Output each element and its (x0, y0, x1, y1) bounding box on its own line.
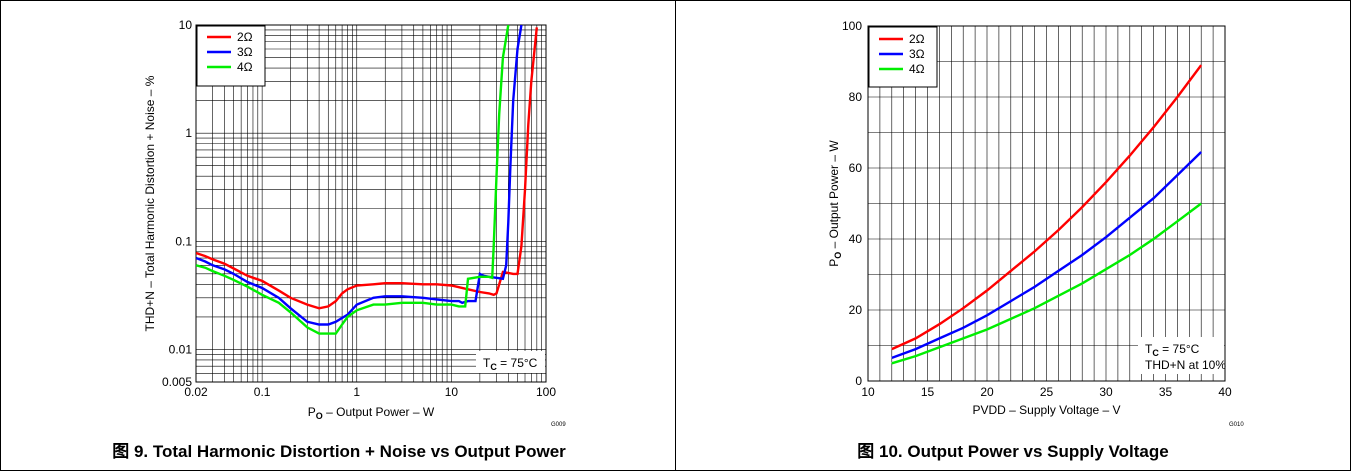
y-tick-label: 0.005 (162, 375, 192, 389)
series-line-0 (891, 64, 1203, 351)
thd-chart: 0.02 0.1 1 10 100 0.005 0.01 0.1 1 10 PO – Output … (143, 18, 566, 428)
x-tick-label: 100 (536, 385, 556, 399)
plot-border (195, 24, 547, 383)
y-tick-label: 100 (842, 19, 862, 33)
series-line-0 (196, 27, 538, 310)
y-tick-label: 0.01 (169, 342, 193, 356)
x-axis-label: PO – Output Power – W (308, 405, 435, 421)
legend-box (868, 26, 938, 88)
legend-label: 4Ω (909, 62, 925, 76)
x-tick-label: 10 (445, 385, 459, 399)
x-tick-label: 15 (921, 385, 935, 399)
legend-label: 2Ω (909, 32, 925, 46)
legend-label: 2Ω (237, 30, 253, 44)
annotation-bg (1138, 337, 1224, 374)
x-tick-label: 1 (353, 385, 360, 399)
y-tick-label: 0.1 (175, 234, 192, 248)
legend-label: 4Ω (237, 60, 253, 74)
y-tick-label: 0 (855, 374, 862, 388)
x-tick-label: 10 (861, 385, 875, 399)
x-tick-label: 30 (1099, 385, 1113, 399)
figure-code: G009 (551, 422, 566, 428)
x-tick-label: 40 (1218, 385, 1232, 399)
y-tick-label: 1 (185, 126, 192, 140)
y-tick-label: 60 (849, 161, 863, 175)
plot-border (867, 25, 1226, 382)
y-tick-label: 80 (849, 90, 863, 104)
x-tick-label: 25 (1040, 385, 1054, 399)
y-tick-label: 10 (179, 18, 193, 32)
legend-label: 3Ω (909, 47, 925, 61)
x-axis-label: PVDD – Supply Voltage – V (972, 403, 1120, 417)
x-tick-label: 35 (1159, 385, 1173, 399)
temperature-annotation: TC = 75°C (483, 356, 538, 372)
figure-9-caption: 图 9. Total Harmonic Distortion + Noise v… (112, 442, 566, 461)
x-tick-label: 20 (980, 385, 994, 399)
legend-label: 3Ω (237, 45, 253, 59)
series-line-2 (891, 202, 1202, 365)
figure-10-caption: 图 10. Output Power vs Supply Voltage (857, 442, 1169, 461)
y-tick-label: 20 (849, 303, 863, 317)
figure-9-panel: 0.02 0.1 1 10 100 0.005 0.01 0.1 1 10 PO – Output … (0, 0, 676, 471)
series-line-1 (891, 151, 1203, 360)
x-tick-label: 0.1 (254, 385, 271, 399)
y-axis-label: THD+N – Total Harmonic Distortion + Nois… (143, 75, 157, 331)
temperature-annotation: TC = 75°C (1145, 342, 1200, 358)
y-tick-label: 40 (849, 232, 863, 246)
x-tick-label: 0.02 (184, 385, 208, 399)
legend-box (196, 25, 266, 87)
series-line-1 (196, 25, 523, 326)
thd-condition-annotation: THD+N at 10% (1145, 358, 1226, 372)
annotation-bg (476, 351, 545, 373)
series-line-2 (196, 25, 510, 335)
power-chart: 10 15 20 25 30 35 40 0 20 40 60 80 100 PVDD – Supply … (827, 19, 1244, 428)
figure-code: G010 (1229, 422, 1244, 428)
y-axis-label: PO – Output Power – W (827, 140, 843, 267)
figure-10-panel: 10 15 20 25 30 35 40 0 20 40 60 80 100 PVDD – Supply … (675, 0, 1351, 471)
